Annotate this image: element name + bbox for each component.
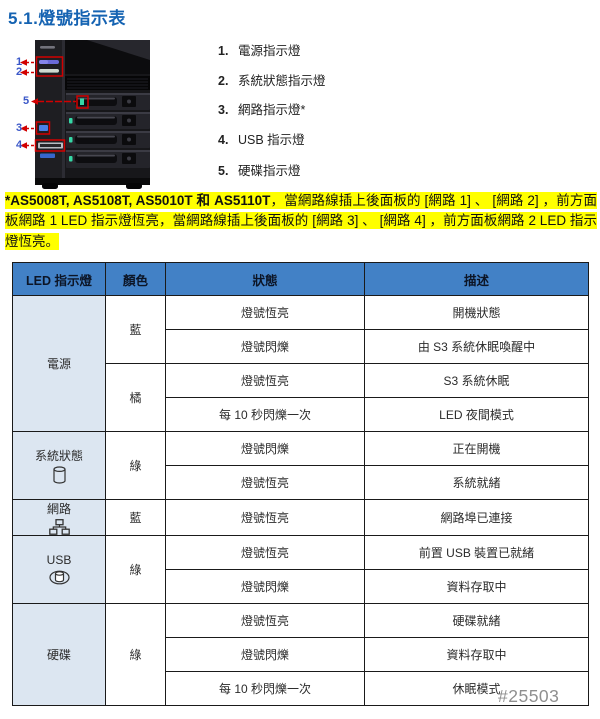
led-cell: USB	[12, 535, 106, 604]
description-cell: 資料存取中	[364, 569, 589, 604]
table-row: 每 10 秒閃爍一次 休眠模式	[13, 671, 589, 706]
column-header: 描述	[364, 262, 589, 296]
legend-item-number: 5.	[218, 164, 229, 178]
table-row: 電源藍燈號恆亮 開機狀態	[12, 295, 589, 432]
highlighted-text: *AS5008T, AS5108T, AS5010T 和 AS5110T，當網路…	[5, 192, 597, 250]
color-cell: 綠	[105, 431, 166, 500]
nas-device-photo	[20, 40, 150, 189]
description-cell: S3 系統休眠	[364, 363, 589, 398]
page-title: 5.1.燈號指示表	[8, 9, 126, 28]
footnote-text: ，當網路線插上後面板的 [網路 1] 、 [網路 2] ，前方面板網路 1 LE…	[5, 193, 597, 249]
legend-item: 2. 系統狀態指示燈	[218, 70, 326, 89]
model-names: *AS5008T, AS5108T, AS5010T 和 AS5110T	[5, 193, 271, 208]
footnote: *AS5008T, AS5108T, AS5010T 和 AS5110T，當網路…	[5, 191, 597, 252]
legend-item: 4. USB 指示燈	[218, 129, 305, 148]
usb-icon	[16, 569, 102, 586]
description-cell: 正在開機	[364, 431, 589, 466]
led-label: 電源	[46, 357, 71, 371]
color-cell: 藍	[105, 499, 166, 536]
table-row: 燈號閃爍 資料存取中	[13, 569, 589, 604]
description-cell: 資料存取中	[364, 637, 589, 672]
led-cell: 網路	[12, 499, 106, 536]
color-cell: 橘	[105, 363, 166, 432]
legend-item-number: 1.	[218, 44, 229, 58]
description-cell: 由 S3 系統休眠喚醒中	[364, 329, 589, 364]
legend-item-label: 系統狀態指示燈	[238, 74, 326, 88]
led-label: 系統狀態	[34, 449, 83, 463]
table-row: 每 10 秒閃爍一次 LED 夜間模式	[13, 397, 589, 432]
table-row: 橘燈號恆亮 S3 系統休眠	[13, 363, 589, 432]
legend-item-label: USB 指示燈	[238, 133, 305, 147]
led-cell: 系統狀態	[12, 431, 106, 500]
callout-number-2: 2	[15, 66, 23, 78]
state-cell: 燈號閃爍	[165, 569, 365, 604]
legend-item: 5. 硬碟指示燈	[218, 160, 301, 179]
led-cell: 電源	[12, 295, 106, 432]
table-row: 燈號恆亮 系統就緒	[13, 465, 589, 500]
led-label: 硬碟	[46, 648, 71, 662]
description-cell: 開機狀態	[364, 295, 589, 330]
led-label: 網路	[46, 502, 71, 516]
color-cell: 綠	[105, 603, 166, 706]
description-cell: 休眠模式	[364, 671, 589, 706]
state-cell: 每 10 秒閃爍一次	[165, 397, 365, 432]
description-cell: 硬碟就緒	[364, 603, 589, 638]
color-cell: 藍	[105, 295, 166, 364]
state-cell: 燈號恆亮	[165, 603, 365, 638]
description-cell: 前置 USB 裝置已就緒	[364, 535, 589, 570]
legend-item-number: 4.	[218, 133, 229, 147]
description-cell: LED 夜間模式	[364, 397, 589, 432]
led-cell: 硬碟	[12, 603, 106, 706]
legend-item-number: 3.	[218, 103, 229, 117]
legend-item-number: 2.	[218, 74, 229, 88]
column-header: 狀態	[165, 262, 365, 296]
state-cell: 燈號恆亮	[165, 499, 365, 536]
color-cell: 綠	[105, 535, 166, 604]
state-cell: 燈號恆亮	[165, 295, 365, 330]
legend-item: 3. 網路指示燈*	[218, 99, 305, 118]
led-status-table: LED 指示燈 顏色 狀態 描述 電源藍燈號恆亮 開機狀態 燈號閃爍由 S3 系統休眠喚醒…	[12, 262, 589, 706]
column-header: LED 指示燈	[12, 262, 106, 296]
callout-number-3: 3	[15, 122, 23, 134]
table-header-row: LED 指示燈 顏色 狀態 描述	[12, 262, 589, 296]
state-cell: 燈號恆亮	[165, 535, 365, 570]
legend-item-label: 電源指示燈	[238, 44, 301, 58]
state-cell: 燈號恆亮	[165, 465, 365, 500]
legend-item: 1. 電源指示燈	[218, 40, 301, 59]
led-label: USB	[46, 553, 72, 567]
legend-item-label: 硬碟指示燈	[238, 164, 301, 178]
callout-number-4: 4	[15, 139, 23, 151]
state-cell: 燈號閃爍	[165, 431, 365, 466]
watermark: #25503	[498, 686, 560, 706]
state-cell: 每 10 秒閃爍一次	[165, 671, 365, 706]
cylinder-icon	[16, 466, 102, 484]
state-cell: 燈號閃爍	[165, 637, 365, 672]
description-cell: 系統就緒	[364, 465, 589, 500]
table-row: 燈號閃爍由 S3 系統休眠喚醒中	[13, 329, 589, 364]
state-cell: 燈號閃爍	[165, 329, 365, 364]
table-row: 系統狀態 綠燈號閃爍 正在開機	[12, 431, 589, 500]
table-row: 網路 藍燈號恆亮 網路埠已連接	[12, 499, 589, 536]
table-row: 硬碟 綠燈號恆亮 硬碟就緒	[12, 603, 589, 706]
column-header: 顏色	[105, 262, 166, 296]
legend-item-label: 網路指示燈*	[238, 103, 306, 117]
callout-number-5: 5	[22, 95, 30, 107]
table-row: USB 綠燈號恆亮 前置 USB 裝置已就緒	[12, 535, 589, 604]
state-cell: 燈號恆亮	[165, 363, 365, 398]
device-figure: 1 2 5 3 4	[15, 36, 150, 190]
network-icon	[16, 519, 102, 535]
callout-number-1: 1	[15, 56, 23, 68]
description-cell: 網路埠已連接	[364, 499, 589, 536]
